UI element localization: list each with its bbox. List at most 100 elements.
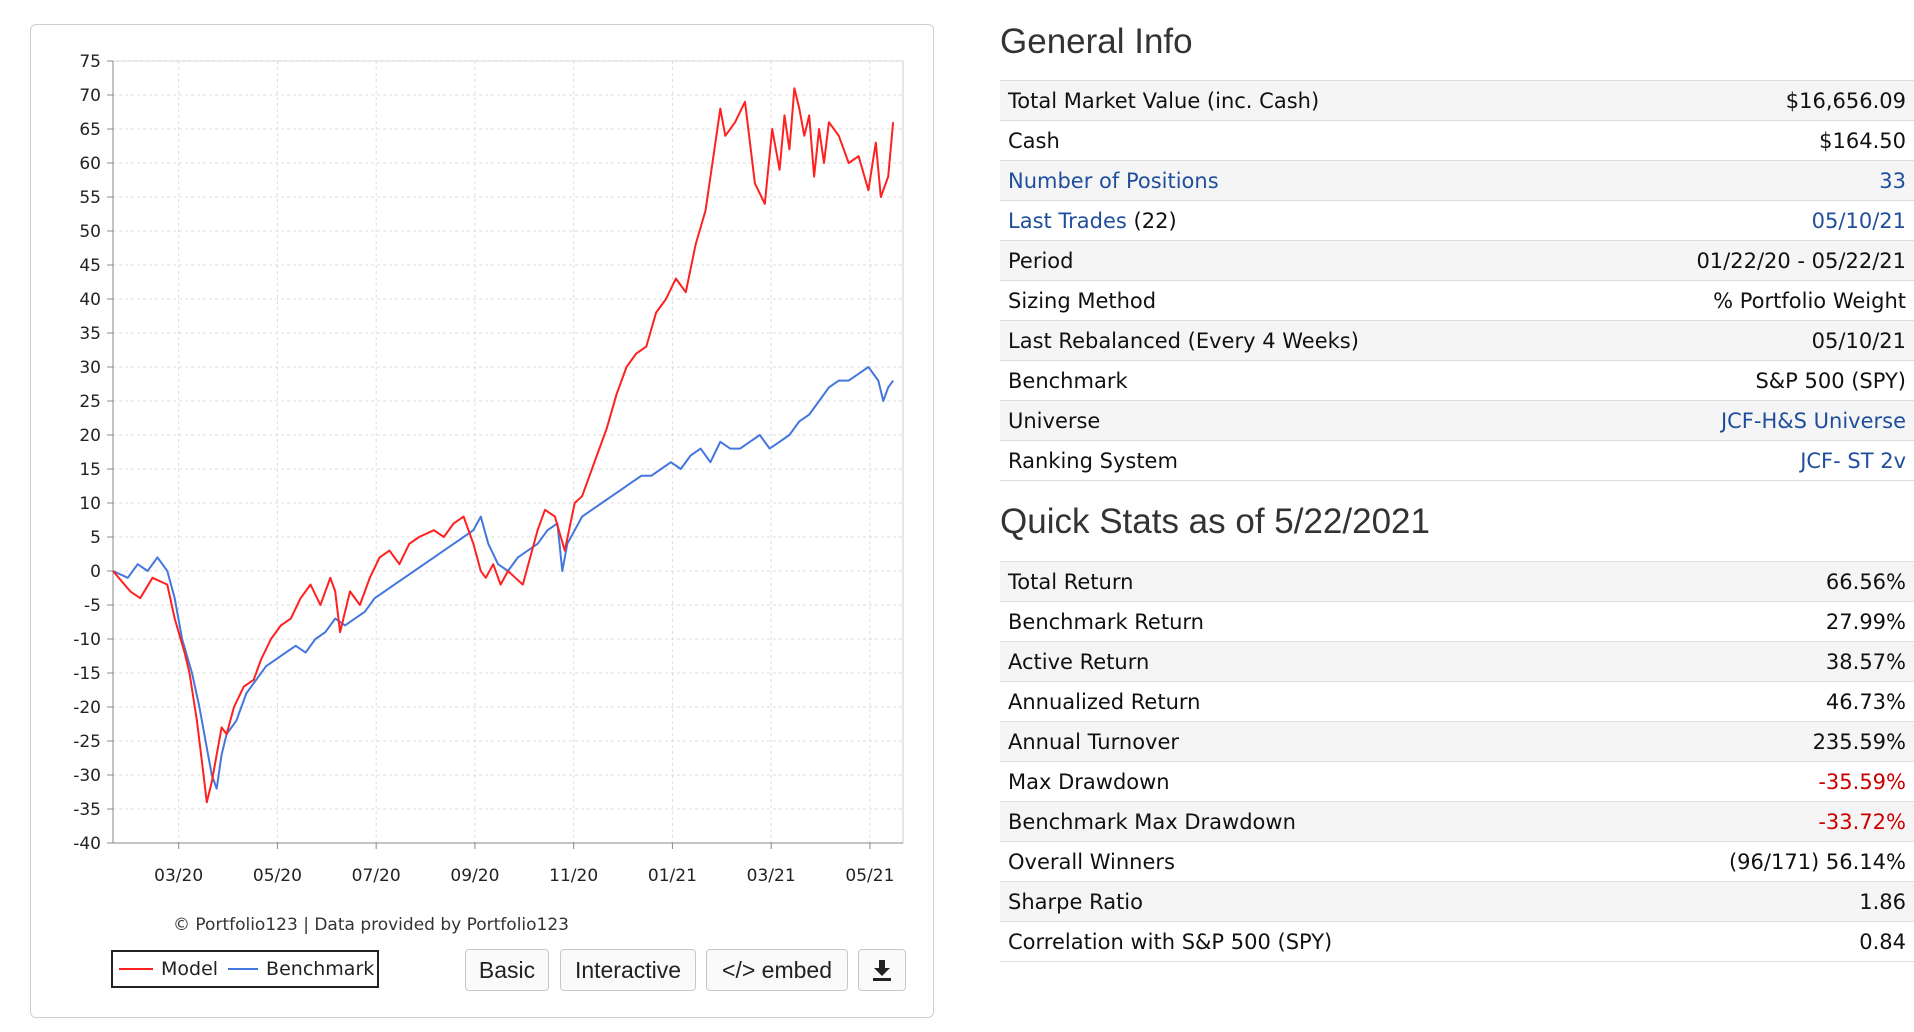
basic-button[interactable]: Basic [465, 949, 549, 991]
row-value: 66.56% [1825, 569, 1906, 594]
benchmark-swatch-icon [228, 968, 259, 970]
table-row: Annualized Return 46.73% [1000, 681, 1914, 722]
row-value: 0.84 [1859, 929, 1906, 954]
interactive-button[interactable]: Interactive [560, 949, 696, 991]
y-tick-label: 35 [79, 324, 101, 344]
last-trades-date-link[interactable]: 05/10/21 [1811, 208, 1906, 233]
table-row: Period 01/22/20 - 05/22/21 [1000, 240, 1914, 281]
y-tick-label: 45 [79, 256, 101, 276]
row-value: -33.72% [1818, 809, 1906, 834]
legend-model-label: Model [161, 958, 219, 980]
table-row: Benchmark Return 27.99% [1000, 601, 1914, 642]
performance-chart[interactable]: 757065605550454035302520151050-5-10-15-2… [31, 25, 933, 1017]
table-row: Cash $164.50 [1000, 120, 1914, 161]
table-row: Max Drawdown -35.59% [1000, 761, 1914, 802]
y-tick-label: -5 [84, 596, 101, 616]
legend-benchmark-label: Benchmark [266, 958, 375, 980]
quick-stats-table: Total Return 66.56% Benchmark Return 27.… [1000, 561, 1914, 962]
positions-count-link[interactable]: 33 [1879, 168, 1906, 193]
y-tick-label: 60 [79, 154, 101, 174]
chart-legend: Model Benchmark [111, 950, 379, 988]
row-label: Active Return [1008, 649, 1150, 674]
table-row: Last Rebalanced (Every 4 Weeks) 05/10/21 [1000, 320, 1914, 361]
chart-series [112, 87, 895, 804]
y-tick-label: 75 [79, 52, 101, 72]
y-tick-label: -20 [73, 698, 101, 718]
x-tick-label: 09/20 [450, 866, 499, 886]
row-value: 01/22/20 - 05/22/21 [1696, 248, 1906, 273]
y-tick-label: 0 [90, 562, 101, 582]
row-label: Annual Turnover [1008, 729, 1180, 754]
table-row: Sharpe Ratio 1.86 [1000, 881, 1914, 922]
model-swatch-icon [119, 968, 153, 970]
general-info-title: General Info [1000, 22, 1193, 61]
row-value: -35.59% [1818, 769, 1906, 794]
x-tick-label: 03/20 [154, 866, 203, 886]
row-value: 05/10/21 [1811, 328, 1906, 353]
row-label: Last Rebalanced (Every 4 Weeks) [1008, 328, 1359, 353]
table-row: Correlation with S&P 500 (SPY) 0.84 [1000, 921, 1914, 962]
y-tick-label: 40 [79, 290, 101, 310]
table-row: Benchmark S&P 500 (SPY) [1000, 360, 1914, 401]
y-tick-label: -30 [73, 766, 101, 786]
x-tick-label: 11/20 [549, 866, 598, 886]
y-tick-label: -25 [73, 732, 101, 752]
table-row: Total Market Value (inc. Cash) $16,656.0… [1000, 80, 1914, 121]
embed-button[interactable]: </> embed [706, 949, 848, 991]
row-value: % Portfolio Weight [1713, 288, 1906, 313]
y-tick-label: 65 [79, 120, 101, 140]
number-of-positions-link[interactable]: Number of Positions [1008, 168, 1219, 193]
row-label: Universe [1008, 408, 1101, 433]
legend-item-model[interactable]: Model [119, 958, 218, 980]
y-tick-label: 30 [79, 358, 101, 378]
row-value: $16,656.09 [1785, 88, 1906, 113]
row-label: Max Drawdown [1008, 769, 1170, 794]
row-label: Sharpe Ratio [1008, 889, 1143, 914]
table-row: Benchmark Max Drawdown -33.72% [1000, 801, 1914, 842]
chart-axes: 757065605550454035302520151050-5-10-15-2… [73, 52, 903, 886]
table-row: Sizing Method % Portfolio Weight [1000, 280, 1914, 321]
universe-link[interactable]: JCF-H&S Universe [1720, 408, 1906, 433]
last-trades-link[interactable]: Last Trades [1008, 208, 1127, 233]
table-row: Total Return 66.56% [1000, 561, 1914, 602]
row-value: 38.57% [1825, 649, 1906, 674]
y-tick-label: -40 [73, 834, 101, 854]
y-tick-label: 10 [79, 494, 101, 514]
series-line-model[interactable] [112, 87, 895, 804]
y-tick-label: -15 [73, 664, 101, 684]
row-label: Total Return [1008, 569, 1134, 594]
x-tick-label: 07/20 [352, 866, 401, 886]
download-button[interactable] [858, 949, 906, 991]
row-label: Correlation with S&P 500 (SPY) [1008, 929, 1333, 954]
table-row: Universe JCF-H&S Universe [1000, 400, 1914, 441]
row-label: Overall Winners [1008, 849, 1175, 874]
row-value: 1.86 [1859, 889, 1906, 914]
y-tick-label: 20 [79, 426, 101, 446]
y-tick-label: 70 [79, 86, 101, 106]
x-tick-label: 03/21 [747, 866, 796, 886]
row-value: 27.99% [1825, 609, 1906, 634]
row-label: Cash [1008, 128, 1060, 153]
row-label: Annualized Return [1008, 689, 1201, 714]
last-trades-count: (22) [1133, 208, 1177, 233]
x-tick-label: 05/21 [845, 866, 894, 886]
table-row: Overall Winners (96/171) 56.14% [1000, 841, 1914, 882]
table-row: Active Return 38.57% [1000, 641, 1914, 682]
y-tick-label: 5 [90, 528, 101, 548]
x-tick-label: 01/21 [648, 866, 697, 886]
chart-panel: 75 70 65 60 55 50 45 40 35 30 25 20 15 10 5 0 -5 -10 -15 -2… [30, 24, 934, 1018]
row-value: 46.73% [1825, 689, 1906, 714]
y-tick-label: 15 [79, 460, 101, 480]
ranking-system-link[interactable]: JCF- ST 2v [1800, 448, 1906, 473]
chart-credit: © Portfolio123 | Data provided by Portfo… [173, 915, 569, 935]
x-tick-label: 05/20 [253, 866, 302, 886]
row-label: Ranking System [1008, 448, 1178, 473]
table-row: Ranking System JCF- ST 2v [1000, 440, 1914, 481]
legend-item-benchmark[interactable]: Benchmark [228, 958, 374, 980]
row-label: Benchmark Max Drawdown [1008, 809, 1296, 834]
y-tick-label: -35 [73, 800, 101, 820]
series-line-benchmark[interactable] [112, 366, 894, 790]
row-value: $164.50 [1819, 128, 1906, 153]
row-value: S&P 500 (SPY) [1755, 368, 1906, 393]
chart-grid [112, 60, 904, 844]
